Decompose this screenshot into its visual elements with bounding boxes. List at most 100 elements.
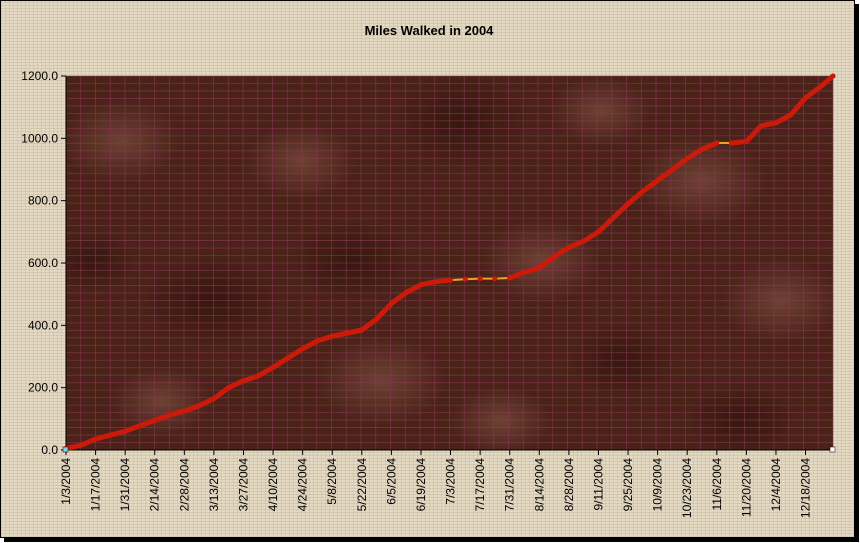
x-tick-label: 9/11/2004	[591, 458, 605, 511]
x-tick-label: 6/5/2004	[384, 458, 398, 505]
y-tick-label: 0.0	[41, 443, 58, 457]
series-segment	[699, 140, 720, 152]
series-segment	[359, 316, 380, 333]
data-point	[226, 385, 232, 391]
texture-blob	[291, 219, 411, 303]
y-tick-label: 1200.0	[21, 69, 58, 83]
texture-blob	[66, 99, 181, 183]
series-segment	[122, 423, 143, 434]
texture-blob	[316, 335, 446, 427]
series-segment	[300, 338, 320, 352]
data-point	[714, 140, 720, 146]
data-point	[196, 403, 202, 409]
data-point	[388, 301, 394, 307]
x-tick-label: 12/18/2004	[799, 458, 813, 518]
data-point	[285, 355, 291, 361]
series-segment	[522, 265, 542, 275]
x-tick-label: 1/31/2004	[118, 458, 132, 512]
series-segment	[270, 355, 291, 370]
series-segment	[640, 177, 661, 194]
x-tick-label: 11/20/2004	[739, 458, 753, 517]
y-tick-label: 600.0	[28, 256, 58, 270]
data-point	[492, 276, 498, 282]
data-point	[167, 412, 173, 418]
series-segment	[63, 442, 84, 451]
data-point	[462, 276, 468, 282]
y-tick-label: 400.0	[28, 318, 58, 332]
data-point	[181, 408, 187, 414]
series-segment	[817, 73, 836, 90]
x-tick-label: 3/27/2004	[236, 458, 250, 512]
series-segment	[240, 373, 261, 384]
data-point	[78, 442, 84, 448]
end-marker	[829, 446, 836, 453]
series-segment	[758, 120, 779, 129]
series-segment	[329, 330, 350, 339]
data-point	[359, 327, 365, 333]
x-tick-label: 6/19/2004	[414, 458, 428, 512]
data-point	[448, 277, 454, 283]
data-point	[729, 140, 735, 146]
x-tick-label: 8/28/2004	[562, 458, 576, 512]
data-point	[610, 215, 616, 221]
x-tick-label: 3/13/2004	[207, 458, 221, 512]
data-point	[551, 254, 557, 260]
data-point	[743, 138, 749, 144]
series-segment	[344, 327, 365, 336]
series-segment	[93, 432, 113, 442]
x-tick-label: 7/3/2004	[444, 458, 458, 505]
series-segment	[581, 229, 601, 244]
series-segment	[773, 112, 794, 126]
series-segment	[788, 95, 809, 118]
data-point	[300, 346, 306, 352]
series-segment	[181, 403, 202, 414]
series-segment	[655, 167, 675, 183]
series-segment	[403, 282, 424, 296]
series-segment	[152, 412, 173, 423]
series-segment	[507, 269, 528, 281]
data-point	[255, 373, 261, 379]
data-point	[536, 265, 542, 271]
x-tick-label: 1/3/2004	[59, 458, 73, 505]
data-point	[329, 333, 335, 339]
data-point	[699, 146, 705, 152]
series-segment	[595, 215, 616, 235]
data-point	[137, 423, 143, 429]
data-point	[817, 84, 823, 90]
series-miles	[63, 73, 836, 451]
data-point	[344, 330, 350, 336]
x-tick-label: 4/24/2004	[296, 458, 310, 512]
data-point	[270, 364, 276, 370]
series-segment	[536, 254, 557, 271]
texture-blob	[566, 322, 676, 400]
data-point	[522, 269, 528, 275]
texture-blob	[721, 259, 833, 343]
data-point	[477, 276, 483, 282]
series-segment	[610, 201, 631, 221]
data-point	[640, 188, 646, 194]
data-point	[684, 156, 690, 162]
x-tick-label: 12/4/2004	[769, 458, 783, 512]
data-point	[433, 279, 439, 285]
data-point	[625, 201, 631, 207]
data-point	[152, 417, 158, 423]
texture-blob	[111, 366, 211, 436]
x-tick-label: 10/9/2004	[651, 458, 665, 512]
series-segment	[196, 396, 217, 409]
data-point	[122, 428, 128, 434]
x-tick-label: 8/14/2004	[532, 458, 546, 512]
x-tick-label: 10/23/2004	[680, 458, 694, 518]
series-segment	[314, 333, 335, 344]
data-point	[803, 95, 809, 101]
series-segment	[374, 301, 394, 322]
x-tick-label: 2/28/2004	[177, 458, 191, 512]
data-point	[507, 275, 513, 281]
x-tick-label: 5/8/2004	[325, 458, 339, 505]
series-segment	[255, 364, 276, 379]
data-point	[107, 432, 113, 438]
series-segment	[418, 279, 439, 288]
data-point	[758, 123, 764, 129]
y-axis: 0.0 200.0 400.0 600.0 800.0 1000.0 1200.0	[21, 69, 66, 457]
series-segment	[107, 428, 128, 438]
